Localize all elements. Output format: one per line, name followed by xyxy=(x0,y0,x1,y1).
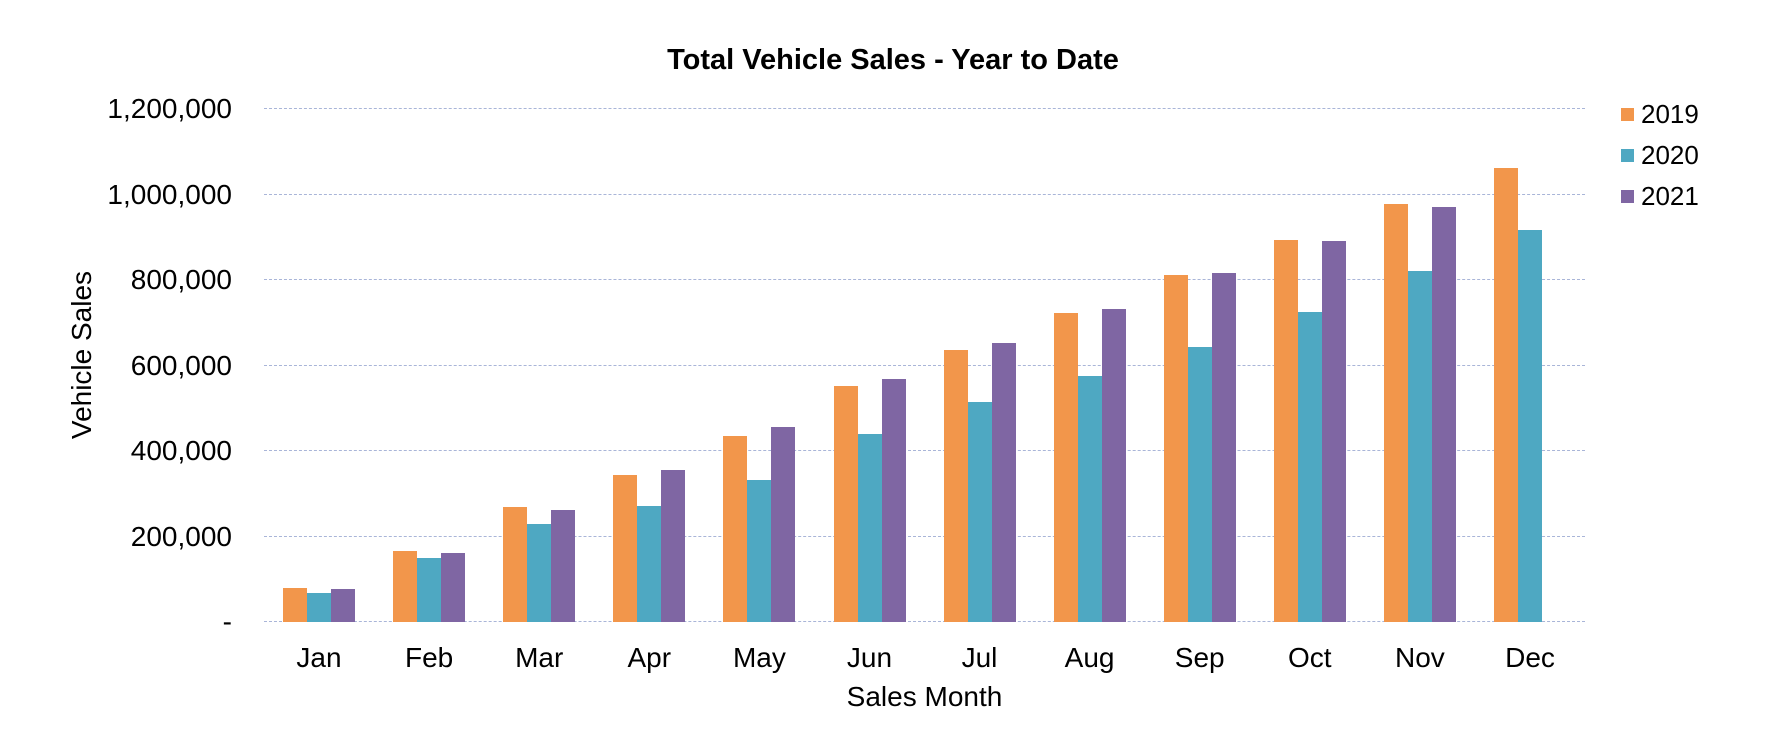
legend-label-2019: 2019 xyxy=(1641,99,1699,129)
x-tick-label-may: May xyxy=(732,642,786,673)
bar-2019-mar xyxy=(503,507,528,622)
bar-2020-dec xyxy=(1518,229,1542,622)
x-tick-label-jan: Jan xyxy=(296,642,342,673)
y-tick-label-800000: 800,000 xyxy=(130,264,232,295)
legend-swatch-2020 xyxy=(1621,149,1634,162)
bar-2019-jan xyxy=(283,587,307,622)
bar-2020-jan xyxy=(307,592,331,622)
legend-label-2021: 2021 xyxy=(1641,181,1699,211)
bar-2020-oct xyxy=(1297,312,1322,622)
bar-2020-feb xyxy=(417,557,442,622)
y-tick-label-600000: 600,000 xyxy=(130,350,232,381)
bar-2021-jul xyxy=(991,343,1016,622)
bar-2021-feb xyxy=(441,553,466,622)
bar-2020-jul xyxy=(967,402,992,622)
y-tick-label-400000: 400,000 xyxy=(130,435,232,466)
bar-2019-feb xyxy=(393,550,418,622)
gridline-1200000 xyxy=(264,108,1585,109)
y-tick-label-1200000: 1,200,000 xyxy=(107,93,232,124)
legend-label-2020: 2020 xyxy=(1641,140,1699,170)
bar-2019-may xyxy=(723,435,748,622)
legend-swatch-2021 xyxy=(1621,190,1634,203)
x-tick-label-sep: Sep xyxy=(1174,642,1225,673)
y-tick-label-200000: 200,000 xyxy=(130,521,232,552)
x-tick-label-feb: Feb xyxy=(404,642,454,673)
bar-2021-sep xyxy=(1211,272,1236,622)
x-tick-label-apr: Apr xyxy=(627,642,672,673)
gridline-200000 xyxy=(264,536,1585,537)
bar-2021-oct xyxy=(1321,240,1346,622)
bar-2019-apr xyxy=(613,475,638,622)
bar-2020-apr xyxy=(637,506,662,622)
bar-2019-oct xyxy=(1273,240,1298,622)
gridline-600000 xyxy=(264,365,1585,366)
bar-2019-jun xyxy=(833,385,858,622)
bar-2020-nov xyxy=(1407,271,1432,622)
x-tick-label-jun: Jun xyxy=(846,642,893,673)
x-tick-label-oct: Oct xyxy=(1288,642,1332,673)
x-tick-label-nov: Nov xyxy=(1394,642,1445,673)
y-tick-label-1000000: 1,000,000 xyxy=(107,179,232,210)
legend-item-2019: 2019 xyxy=(1621,94,1699,135)
x-tick-label-dec: Dec xyxy=(1505,642,1555,673)
legend-item-2021: 2021 xyxy=(1621,176,1699,217)
bar-2021-apr xyxy=(661,470,686,622)
bar-2019-dec xyxy=(1494,168,1518,622)
bar-2021-nov xyxy=(1431,206,1456,622)
bar-2019-jul xyxy=(943,349,968,622)
bar-2019-aug xyxy=(1053,313,1078,622)
legend-swatch-2019 xyxy=(1621,108,1634,121)
gridline-400000 xyxy=(264,450,1585,451)
bar-2020-jun xyxy=(857,433,882,622)
gridline-800000 xyxy=(264,279,1585,280)
bar-2021-mar xyxy=(551,509,576,622)
bar-2019-nov xyxy=(1383,203,1408,622)
chart-title: Total Vehicle Sales - Year to Date xyxy=(667,44,1119,76)
bar-2021-jan xyxy=(331,588,355,622)
x-tick-label-aug: Aug xyxy=(1064,642,1115,673)
gridline-1000000 xyxy=(264,194,1585,195)
bar-2020-may xyxy=(747,480,772,622)
bar-2020-aug xyxy=(1077,375,1102,622)
bar-2019-sep xyxy=(1163,274,1188,622)
legend-item-2020: 2020 xyxy=(1621,135,1699,176)
gridline-0 xyxy=(264,621,1585,622)
x-tick-label-mar: Mar xyxy=(515,642,564,673)
x-axis-title: Sales Month xyxy=(846,681,1003,712)
bar-2020-mar xyxy=(527,523,552,622)
x-tick-label-jul: Jul xyxy=(961,642,998,673)
bar-2021-may xyxy=(771,427,796,622)
y-tick-label-0: - xyxy=(222,606,232,637)
legend: 2019 2020 2021 xyxy=(1621,94,1699,217)
bar-2020-sep xyxy=(1187,346,1212,622)
bar-2021-aug xyxy=(1101,309,1126,622)
bar-2021-jun xyxy=(881,379,906,622)
